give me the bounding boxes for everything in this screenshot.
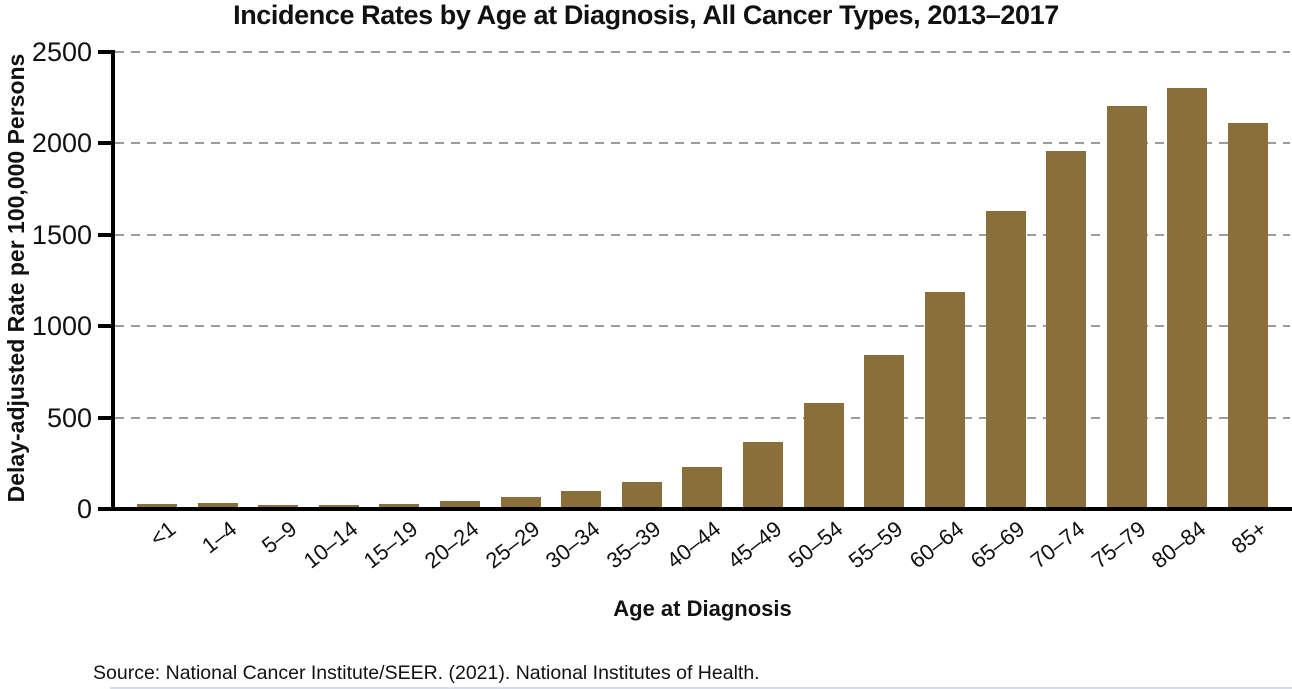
bar-75–79 <box>1106 105 1147 509</box>
x-tick-label-70–74: 70–74 <box>1025 516 1090 574</box>
y-tick-label-1500: 1500 <box>31 219 92 250</box>
x-tick-label-50–54: 50–54 <box>783 516 848 574</box>
y-tick-label-2500: 2500 <box>31 37 92 67</box>
bar-<1 <box>137 503 177 509</box>
x-tick-label-40–44: 40–44 <box>662 516 726 574</box>
y-tick-label-500: 500 <box>46 402 92 433</box>
x-tick-label-5–9: 5–9 <box>257 516 302 559</box>
x-axis-title: Age at Diagnosis <box>613 596 792 621</box>
gridline-1500 <box>115 233 1290 236</box>
y-axis-line <box>111 50 115 511</box>
x-tick-label-60–64: 60–64 <box>904 516 969 574</box>
y-tick-mark-1000 <box>98 324 114 329</box>
x-tick-label-30–34: 30–34 <box>541 516 605 574</box>
bar-65–69 <box>985 211 1026 509</box>
x-tick-label-35–39: 35–39 <box>601 516 666 574</box>
x-tick-label-<1: <1 <box>145 516 181 552</box>
y-tick-mark-0 <box>98 507 114 511</box>
x-tick-label-45–49: 45–49 <box>722 516 787 574</box>
bar-1–4 <box>197 502 238 509</box>
bar-25–29 <box>500 497 541 509</box>
x-axis-line <box>99 507 1292 511</box>
x-tick-label-75–79: 75–79 <box>1086 516 1151 574</box>
y-tick-label-2000: 2000 <box>31 128 92 159</box>
y-tick-mark-2500 <box>98 50 114 54</box>
x-tick-label-10–14: 10–14 <box>298 516 363 574</box>
bar-50–54 <box>803 402 844 509</box>
bar-85+ <box>1227 123 1268 509</box>
gridline-2500 <box>115 51 1290 53</box>
source-citation: Source: National Cancer Institute/SEER. … <box>93 662 760 684</box>
x-tick-label-65–69: 65–69 <box>965 516 1029 574</box>
gridline-500 <box>115 416 1290 419</box>
bar-80–84 <box>1167 87 1208 509</box>
x-tick-label-15–19: 15–19 <box>359 516 423 574</box>
bar-70–74 <box>1046 150 1087 509</box>
bar-40–44 <box>682 466 723 509</box>
x-tick-label-80–84: 80–84 <box>1147 516 1211 574</box>
bar-30–34 <box>561 490 602 509</box>
bar-45–49 <box>743 442 784 509</box>
gridline-2000 <box>115 142 1290 145</box>
chart-title: Incidence Rates by Age at Diagnosis, All… <box>233 0 1059 30</box>
bar-20–24 <box>440 500 481 509</box>
bottom-divider-line <box>110 687 1292 689</box>
gridline-1000 <box>115 325 1290 328</box>
y-axis-label: Delay-adjusted Rate per 100,000 Persons <box>3 53 29 503</box>
bar-15–19 <box>379 503 420 509</box>
x-tick-label-1–4: 1–4 <box>196 516 242 559</box>
bar-35–39 <box>621 482 662 509</box>
x-tick-label-55–59: 55–59 <box>844 516 908 574</box>
bar-60–64 <box>924 292 965 509</box>
x-tick-label-85+: 85+ <box>1226 516 1272 559</box>
y-tick-mark-500 <box>98 415 114 420</box>
y-tick-mark-1500 <box>98 232 114 237</box>
y-tick-label-0: 0 <box>76 494 92 524</box>
x-tick-label-25–29: 25–29 <box>480 516 545 574</box>
y-tick-label-1000: 1000 <box>31 311 92 342</box>
y-tick-mark-2000 <box>98 141 114 146</box>
bar-55–59 <box>864 355 905 509</box>
x-tick-label-20–24: 20–24 <box>419 516 484 574</box>
